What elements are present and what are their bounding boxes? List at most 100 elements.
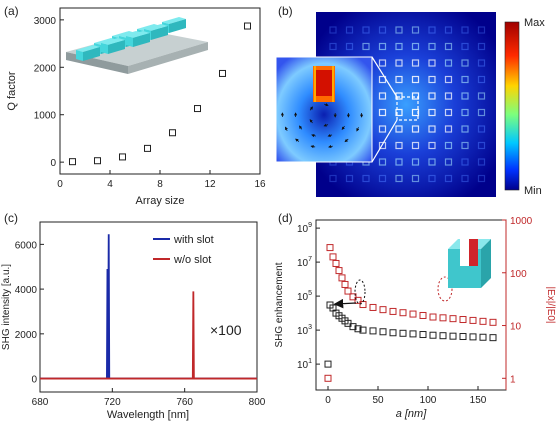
- field-hotspot: [411, 174, 420, 183]
- series-wo-slot-line: [40, 291, 257, 380]
- field-hotspot: [461, 141, 469, 150]
- field-hotspot: [378, 158, 387, 166]
- field-hotspot: [477, 158, 486, 166]
- zoom-line-bottom: [371, 119, 398, 163]
- field-hotspot: [461, 158, 469, 166]
- panel-a-ticks: 0 4 8 12 16 0 1000 2000 3000: [34, 16, 266, 190]
- panel-d-point-shg: [429, 331, 437, 339]
- field-hotspot: [378, 26, 387, 34]
- field-hotspot: [395, 125, 403, 133]
- zoom-box: [396, 96, 419, 121]
- panel-d-point-field: [409, 310, 417, 318]
- field-vector-arrow: [285, 126, 288, 132]
- panel-d-point-field: [459, 316, 467, 324]
- field-hotspot: [411, 59, 420, 67]
- field-hotspot: [329, 174, 337, 183]
- zoom-inset: [275, 56, 373, 163]
- field-hotspot: [395, 26, 403, 34]
- panel-c-label: (c): [4, 211, 18, 225]
- panel-c-xtick-label: 800: [249, 397, 266, 408]
- panel-c-marks: [40, 234, 257, 380]
- field-hotspot: [444, 26, 453, 34]
- field-hotspot: [411, 141, 420, 150]
- field-hotspot: [378, 108, 387, 117]
- panel-b: (b) Max Min: [275, 4, 545, 197]
- panel-d-point-shg: [459, 333, 467, 341]
- field-hotspot: [378, 42, 387, 51]
- field-vector-arrow: [310, 145, 316, 149]
- field-hotspot: [428, 59, 436, 67]
- panel-a-point: [144, 144, 151, 152]
- field-hotspot: [395, 174, 403, 183]
- field-hotspot: [395, 59, 403, 67]
- panel-a-xlabel: Array size: [136, 195, 185, 207]
- panel-d-point-field: [341, 280, 349, 288]
- colorbar-max: Max: [524, 17, 545, 29]
- field-hotspot: [395, 141, 403, 150]
- panel-d-xtick-label: 50: [372, 395, 384, 406]
- panel-d-point-shg: [324, 360, 332, 368]
- field-hotspot: [428, 92, 436, 100]
- field-hotspot: [378, 141, 387, 150]
- panel-a-point: [244, 22, 251, 30]
- panel-d-point-field: [326, 244, 334, 252]
- panel-a-xtick-label: 12: [204, 179, 216, 190]
- panel-d-y2tick-label: 10: [510, 322, 522, 333]
- panel-a-inset-cube: [76, 45, 100, 61]
- field-hotspot: [428, 158, 436, 166]
- panel-a-marks: [69, 22, 251, 166]
- panel-a-ytick-label: 3000: [34, 16, 57, 27]
- panel-d-point-field: [324, 374, 332, 382]
- panel-c-legend: with slot w/o slot: [153, 234, 214, 266]
- field-hotspot: [444, 75, 453, 84]
- panel-d-point-field: [338, 274, 346, 282]
- panel-a-point: [69, 158, 76, 166]
- field-hotspot: [411, 42, 420, 51]
- panel-d-point-field: [489, 318, 497, 326]
- panel-d-point-shg: [354, 325, 362, 333]
- panel-d-xtick-label: 150: [470, 395, 487, 406]
- panel-c-xlabel: Wavelength [nm]: [107, 409, 189, 421]
- panel-d-xtick-label: 0: [325, 395, 331, 406]
- field-hotspot: [378, 92, 387, 100]
- field-hotspot: [345, 42, 354, 51]
- panel-d-point-field: [399, 309, 407, 317]
- field-hotspot: [444, 92, 453, 100]
- left-axis-arrow: [333, 298, 357, 309]
- field-hotspot: [444, 141, 453, 150]
- field-vector-arrow: [298, 125, 303, 130]
- field-hotspot: [362, 26, 370, 34]
- left-series-marker-ellipse: [354, 279, 366, 305]
- field-hotspot: [444, 125, 453, 133]
- panel-c-ytick-label: 4000: [15, 285, 38, 296]
- field-hotspot: [444, 108, 453, 117]
- panel-d-point-shg: [449, 332, 457, 340]
- panel-a-xtick-label: 16: [254, 179, 266, 190]
- panel-a-ytick-label: 1000: [34, 111, 57, 122]
- panel-d-point-field: [439, 314, 447, 322]
- panel-a-ytick-label: 0: [50, 158, 56, 169]
- field-hotspot: [461, 108, 469, 117]
- panel-d-ylabel: SHG enhancement: [274, 262, 285, 347]
- panel-a-inset-cube: [101, 38, 125, 54]
- colorbar: [504, 21, 520, 191]
- field-hotspot: [477, 125, 486, 133]
- panel-c-annotation: ×100: [210, 322, 242, 338]
- field-hotspot: [378, 174, 387, 183]
- panel-d-point-shg: [409, 330, 417, 338]
- panel-d-point-shg: [419, 331, 427, 339]
- field-hotspot: [477, 42, 486, 51]
- panel-d-xlabel: a [nm]: [396, 408, 428, 420]
- panel-d-point-shg: [399, 329, 407, 337]
- field-hotspot: [444, 158, 453, 166]
- panel-d-point-field: [429, 313, 437, 321]
- field-hotspot: [411, 75, 420, 84]
- panel-d-point-field: [369, 303, 377, 311]
- field-hotspot: [395, 75, 403, 84]
- panel-d-point-shg: [379, 328, 387, 336]
- panel-d-marks: [324, 244, 497, 382]
- panel-a-xtick-label: 4: [107, 179, 113, 190]
- panel-d-point-field: [344, 287, 352, 295]
- field-hotspot: [477, 92, 486, 100]
- panel-c-ylabel: SHG intensity [a.u.]: [1, 264, 12, 350]
